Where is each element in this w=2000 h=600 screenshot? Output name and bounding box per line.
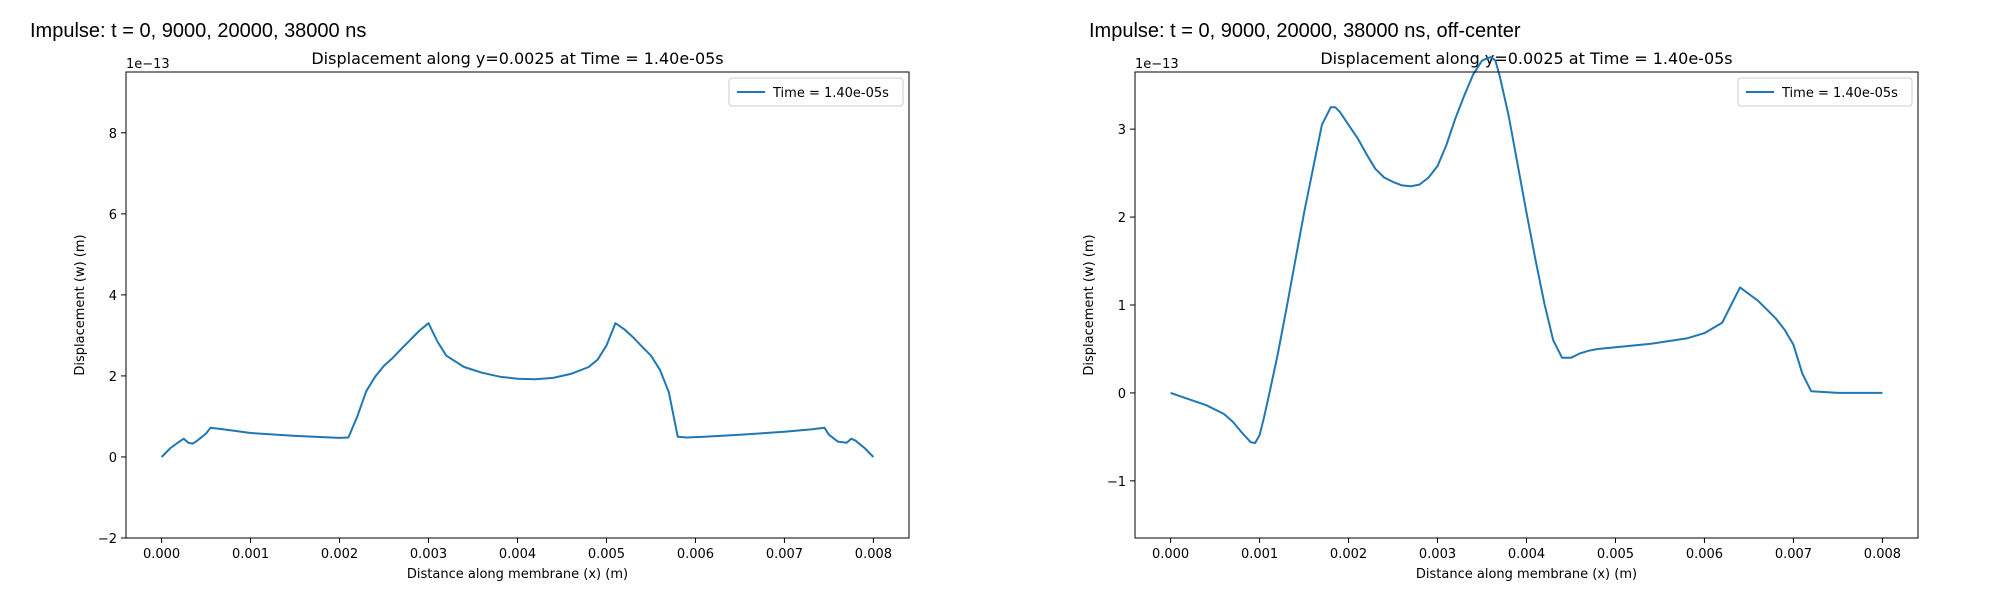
x-tick-label: 0.002 bbox=[1330, 547, 1367, 562]
x-axis-label: Distance along membrane (x) (m) bbox=[407, 567, 628, 582]
x-tick-label: 0.007 bbox=[1775, 547, 1812, 562]
y-tick-label: −2 bbox=[98, 532, 117, 547]
x-tick-label: 0.004 bbox=[1508, 547, 1545, 562]
x-tick-label: 0.001 bbox=[1241, 547, 1278, 562]
x-tick-label: 0.007 bbox=[766, 547, 803, 562]
y-axis-label: Displacement (w) (m) bbox=[1082, 234, 1097, 375]
legend-label: Time = 1.40e-05s bbox=[772, 86, 889, 101]
x-tick-label: 0.004 bbox=[499, 547, 536, 562]
x-tick-label: 0.000 bbox=[1152, 547, 1189, 562]
legend-label: Time = 1.40e-05s bbox=[1781, 86, 1898, 101]
y-tick-label: 1 bbox=[1118, 299, 1126, 314]
x-tick-label: 0.002 bbox=[321, 547, 358, 562]
x-tick-label: 0.006 bbox=[677, 547, 714, 562]
x-tick-label: 0.006 bbox=[1686, 547, 1723, 562]
x-tick-label: 0.003 bbox=[1419, 547, 1456, 562]
y-tick-label: 8 bbox=[109, 127, 117, 142]
legend-box bbox=[728, 77, 904, 107]
x-tick-label: 0.005 bbox=[588, 547, 625, 562]
figure-title-left: Impulse: t = 0, 9000, 20000, 38000 ns bbox=[30, 20, 367, 42]
x-axis-label: Distance along membrane (x) (m) bbox=[1416, 567, 1637, 582]
y-axis-label: Displacement (w) (m) bbox=[73, 234, 88, 375]
y-tick-label: 0 bbox=[109, 451, 117, 466]
legend-box bbox=[1737, 77, 1913, 107]
x-tick-label: 0.005 bbox=[1597, 547, 1634, 562]
y-tick-label: 2 bbox=[109, 370, 117, 385]
x-tick-label: 0.000 bbox=[143, 547, 180, 562]
x-tick-label: 0.001 bbox=[232, 547, 269, 562]
chart-title: Displacement along y=0.0025 at Time = 1.… bbox=[1320, 49, 1732, 68]
axis-offset-label: 1e−13 bbox=[126, 57, 170, 72]
y-tick-label: −1 bbox=[1107, 475, 1126, 490]
figure-title-right: Impulse: t = 0, 9000, 20000, 38000 ns, o… bbox=[1089, 20, 1521, 42]
y-tick-label: 0 bbox=[1118, 387, 1126, 402]
x-tick-label: 0.003 bbox=[410, 547, 447, 562]
plot-frame bbox=[125, 71, 910, 539]
y-tick-label: 6 bbox=[109, 208, 117, 223]
plot-frame bbox=[1134, 71, 1919, 539]
series-line bbox=[160, 322, 875, 458]
y-tick-label: 4 bbox=[109, 289, 117, 304]
y-tick-label: 3 bbox=[1118, 123, 1126, 138]
y-tick-label: 2 bbox=[1118, 211, 1126, 226]
chart-title: Displacement along y=0.0025 at Time = 1.… bbox=[311, 49, 723, 68]
axis-offset-label: 1e−13 bbox=[1135, 57, 1179, 72]
series-line bbox=[1170, 56, 1883, 444]
x-tick-label: 0.008 bbox=[1864, 547, 1901, 562]
x-tick-label: 0.008 bbox=[855, 547, 892, 562]
